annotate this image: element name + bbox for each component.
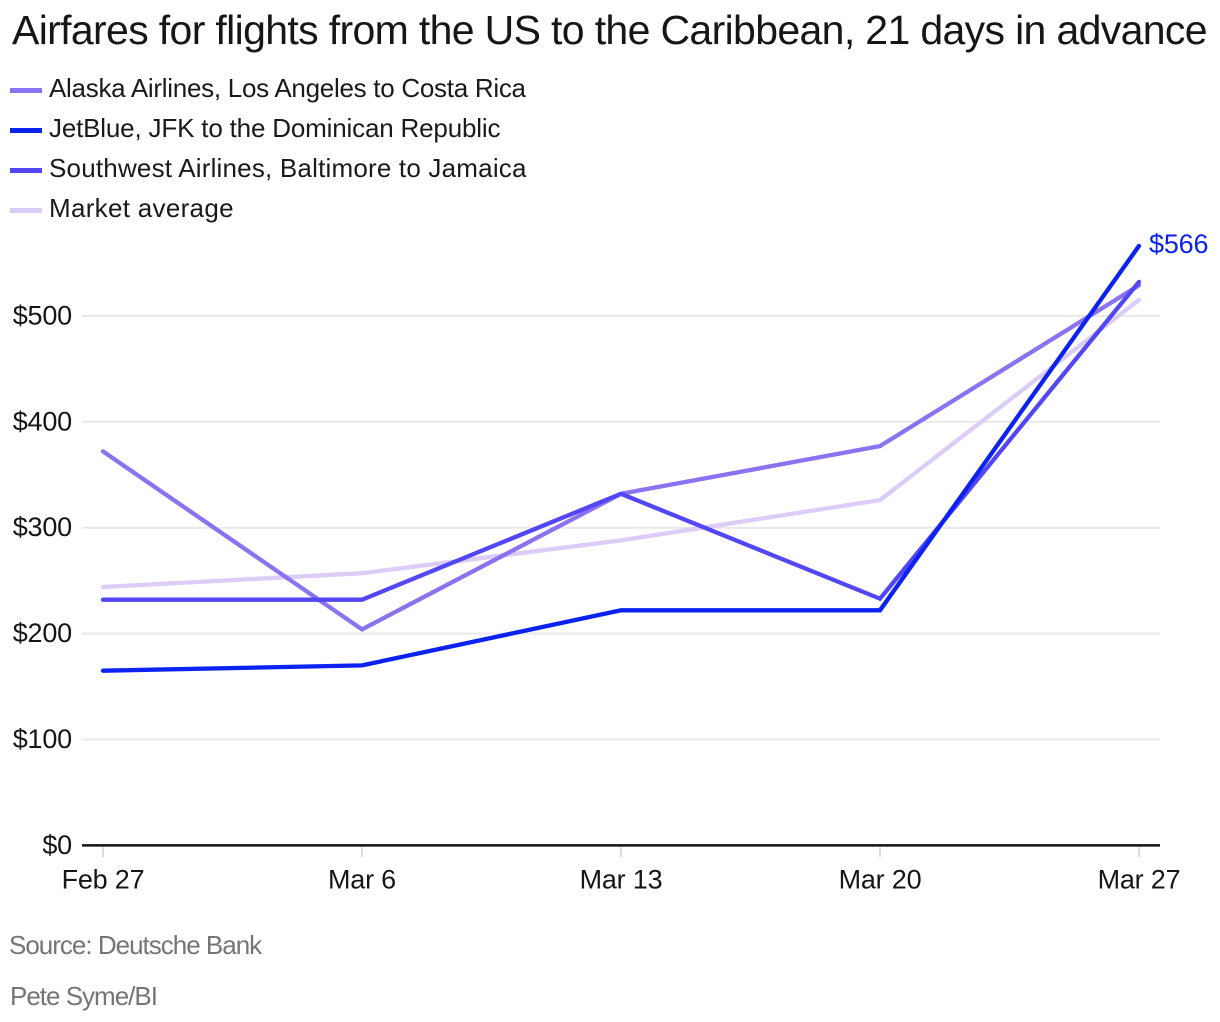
svg-text:$400: $400 bbox=[13, 406, 72, 436]
svg-text:$200: $200 bbox=[13, 618, 72, 648]
svg-text:Mar 13: Mar 13 bbox=[580, 865, 663, 895]
svg-text:$566: $566 bbox=[1149, 229, 1208, 259]
svg-text:Mar 6: Mar 6 bbox=[328, 865, 396, 895]
svg-text:Feb 27: Feb 27 bbox=[62, 865, 145, 895]
svg-text:$100: $100 bbox=[13, 724, 72, 754]
svg-text:$300: $300 bbox=[13, 512, 72, 542]
svg-text:Mar 27: Mar 27 bbox=[1098, 865, 1181, 895]
svg-text:Mar 20: Mar 20 bbox=[839, 865, 922, 895]
svg-text:$0: $0 bbox=[42, 830, 72, 860]
svg-text:$500: $500 bbox=[13, 300, 72, 330]
